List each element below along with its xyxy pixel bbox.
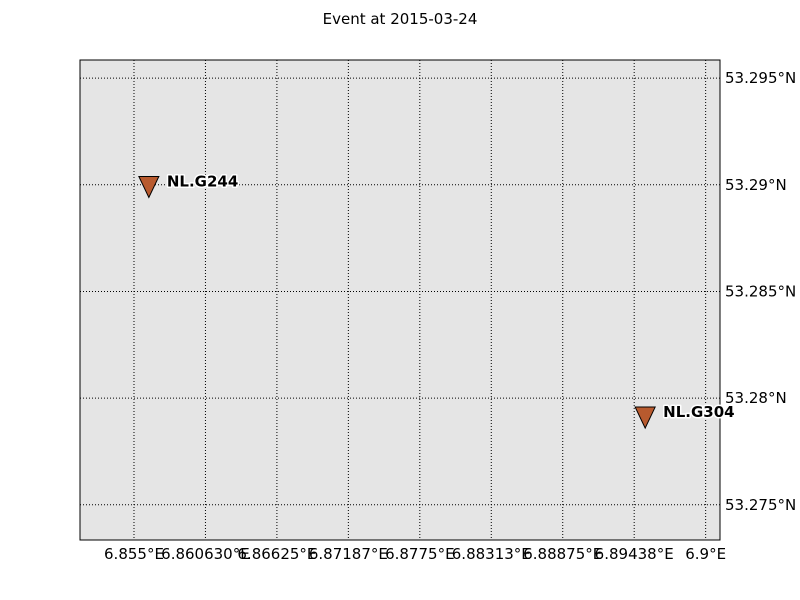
station-nl-g304[interactable]: NL.G304	[634, 402, 736, 430]
plot-title: Event at 2015-03-24	[323, 10, 478, 28]
longitude-tick-label: 6.88313°E	[452, 545, 531, 563]
latitude-tick-label: 53.285°N	[725, 282, 796, 300]
latitude-labels: 53.275°N 53.28°N 53.285°N 53.29°N 53.295°N	[725, 69, 796, 514]
longitude-tick-label: 6.87187°E	[309, 545, 388, 563]
station-nl-g244[interactable]: NL.G244	[138, 171, 240, 199]
latitude-tick-label: 53.29°N	[725, 176, 787, 194]
longitude-tick-label: 6.86625°E	[237, 545, 316, 563]
station-layer: NL.G244 NL.G304	[138, 171, 736, 430]
map-background	[80, 60, 720, 540]
longitude-tick-label: 6.89438°E	[595, 545, 674, 563]
station-label: NL.G244	[167, 172, 238, 190]
map-frame	[79, 59, 721, 541]
longitude-tick-label: 6.860630°E	[161, 545, 250, 563]
longitude-tick-label: 6.88875°E	[523, 545, 602, 563]
grid-layer	[80, 60, 720, 540]
longitude-tick-label: 6.855°E	[104, 545, 164, 563]
station-marker-icon[interactable]	[634, 406, 656, 430]
station-label: NL.G304	[663, 403, 734, 421]
longitude-tick-label: 6.8775°E	[385, 545, 454, 563]
longitude-labels: 6.855°E6.860630°E6.86625°E6.87187°E6.877…	[104, 545, 726, 563]
latitude-tick-label: 53.295°N	[725, 69, 796, 87]
latitude-tick-label: 53.28°N	[725, 389, 787, 407]
station-marker-icon[interactable]	[138, 175, 160, 199]
longitude-tick-label: 6.9°E	[685, 545, 726, 563]
latitude-tick-label: 53.275°N	[725, 496, 796, 514]
